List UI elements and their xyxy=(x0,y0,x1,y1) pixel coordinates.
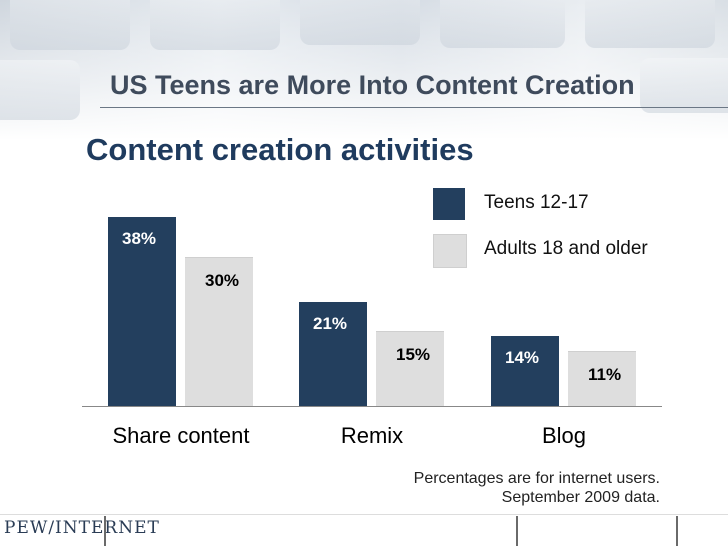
title-divider xyxy=(100,107,728,108)
footer-divider xyxy=(516,516,518,546)
footer-divider xyxy=(104,516,106,546)
slide-title: US Teens are More Into Content Creation xyxy=(110,70,635,100)
legend-label-teens: Teens 12-17 xyxy=(484,192,589,213)
category-label-share-content: Share content xyxy=(112,423,250,448)
bar-adults-share-content xyxy=(185,256,253,407)
legend-swatch-teens xyxy=(433,188,465,220)
bar-label-adults-blog: 11% xyxy=(588,365,622,385)
bar-adults-blog xyxy=(568,351,636,407)
bar-label-adults-share-content: 30% xyxy=(205,270,240,290)
footnote-date: September 2009 data. xyxy=(501,489,660,506)
x-axis-baseline xyxy=(82,406,662,407)
keyboard-background xyxy=(0,0,728,140)
key-shape xyxy=(585,0,715,48)
bar-label-teens-share-content: 38% xyxy=(122,229,157,248)
footnote-users: Percentages are for internet users. xyxy=(413,470,660,487)
bar-adults-remix xyxy=(376,331,444,407)
legend-label-adults: Adults 18 and older xyxy=(484,238,648,259)
key-shape xyxy=(0,60,80,120)
bar-label-teens-remix: 21% xyxy=(313,313,348,333)
pew-internet-logo: PEW/INTERNET xyxy=(4,518,160,538)
key-shape xyxy=(440,0,565,48)
legend-swatch-adults xyxy=(433,234,467,268)
footer-bar xyxy=(0,514,728,547)
bar-label-adults-remix: 15% xyxy=(396,345,431,365)
category-label-remix: Remix xyxy=(340,423,404,448)
key-shape xyxy=(10,0,130,50)
bar-teens-remix xyxy=(299,301,367,406)
bar-teens-share-content xyxy=(108,217,176,406)
key-shape xyxy=(640,58,728,113)
footer-divider xyxy=(676,516,678,546)
category-label-blog: Blog xyxy=(541,423,587,448)
key-shape xyxy=(150,0,280,50)
chart-title: Content creation activities xyxy=(86,132,474,167)
bar-label-teens-blog: 14% xyxy=(505,348,540,368)
key-shape xyxy=(300,0,420,45)
bar-teens-blog xyxy=(491,336,559,406)
